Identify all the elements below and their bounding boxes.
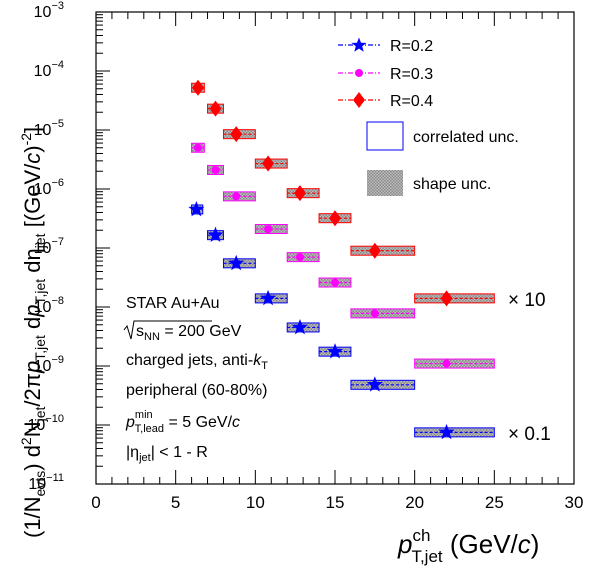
data-point-diamond	[191, 79, 204, 96]
legend-label-r03: R=0.3	[390, 66, 433, 83]
annotation-jets: charged jets, anti-kT	[126, 352, 268, 372]
data-point-diamond	[329, 210, 341, 227]
y-tick-exponent: −5	[51, 118, 64, 130]
data-point-circle	[264, 224, 273, 233]
data-point-star	[291, 318, 309, 335]
y-tick-exponent: −6	[51, 177, 64, 189]
y-tick-exponent: −9	[51, 354, 64, 366]
legend-label-r04: R=0.4	[390, 93, 433, 110]
data-point-star	[326, 343, 344, 359]
y-tick-exponent: −10	[45, 413, 64, 425]
data-point-star	[260, 289, 277, 306]
legend-label-shape: shape unc.	[413, 176, 491, 193]
scale-label-r04: × 10	[508, 290, 546, 311]
x-tick-label: 10	[246, 493, 265, 512]
data-point-diamond	[262, 155, 275, 172]
data-point-circle	[193, 143, 202, 152]
data-point-diamond	[368, 242, 381, 259]
annotation-block: STAR Au+Au sNN = 200 GeV charged jets, a…	[123, 295, 268, 464]
y-tick-exponent: −3	[51, 0, 64, 12]
shape-unc-box	[414, 293, 495, 303]
x-axis-title: pch T,jet (GeV/c)	[397, 526, 539, 566]
series-R=0.4	[191, 79, 495, 307]
y-tick-label: 10−4	[34, 59, 64, 80]
data-point-star	[366, 376, 383, 392]
legend-entry-correlated-unc: correlated unc.	[366, 121, 519, 151]
annotation-eta-cut: |ηjet| < 1 - R	[126, 444, 208, 464]
x-tick-label: 15	[326, 493, 345, 512]
axis-ticks	[95, 11, 575, 485]
data-point-star	[438, 423, 455, 440]
annotation-energy: sNN = 200 GeV	[123, 320, 242, 343]
data-point-star	[207, 226, 224, 243]
hatched-box-icon	[367, 170, 403, 196]
y-tick-label: 10−3	[34, 0, 64, 21]
svg-text:(1/Nevts) d2Njet/2πpT,jet dpT,: (1/Nevts) d2Njet/2πpT,jet dpT,jet dηjet …	[18, 127, 48, 538]
legend-entry-r03: R=0.3	[338, 66, 433, 83]
legend-label-r02: R=0.2	[390, 38, 433, 55]
circle-icon	[355, 69, 363, 77]
data-point-circle	[211, 165, 220, 174]
data-point-diamond	[293, 185, 306, 202]
legend-entry-r02: R=0.2	[338, 37, 433, 55]
data-point-diamond	[230, 126, 243, 143]
data-point-diamond	[440, 290, 453, 307]
annotation-experiment: STAR Au+Au	[126, 295, 220, 312]
scale-label-r02: × 0.1	[508, 424, 551, 445]
shape-unc-box	[414, 359, 495, 369]
x-tick-label: 25	[485, 493, 504, 512]
shape-unc-box	[414, 427, 495, 437]
y-tick-exponent: −4	[51, 59, 64, 71]
x-tick-label: 30	[565, 493, 584, 512]
data-point-circle	[232, 192, 241, 201]
star-icon	[351, 37, 367, 52]
x-tick-label: 20	[405, 493, 424, 512]
legend: R=0.2 R=0.3 R=0.4 correlated unc. shape …	[338, 37, 519, 196]
annotation-lead-cut: pmin T,lead = 5 GeV/c	[125, 409, 240, 435]
data-point-star	[228, 254, 245, 271]
svg-text:sNN = 200 GeV: sNN = 200 GeV	[136, 323, 242, 343]
y-tick-exponent: −7	[51, 236, 64, 248]
data-point-star	[188, 200, 205, 217]
legend-entry-shape-unc: shape unc.	[367, 170, 491, 196]
data-point-circle	[295, 253, 304, 262]
y-tick-exponent: −11	[46, 472, 64, 484]
legend-entry-r04: R=0.4	[338, 92, 433, 110]
annotation-centrality: peripheral (60-80%)	[126, 382, 267, 399]
legend-label-correlated: correlated unc.	[413, 129, 519, 146]
data-point-circle	[370, 309, 379, 318]
x-tick-label: 5	[171, 493, 180, 512]
data-point-circle	[331, 278, 339, 287]
x-tick-labels: 0 5 10 15 20 25 30	[91, 493, 583, 512]
diamond-icon	[353, 92, 365, 108]
y-tick-exponent: −8	[51, 295, 64, 307]
series-R=0.2	[188, 200, 495, 440]
series-R=0.3	[191, 142, 495, 369]
data-layer	[188, 79, 495, 440]
data-point-circle	[442, 359, 451, 368]
open-box-icon	[366, 121, 404, 151]
y-axis-title: (1/Nevts) d2Njet/2πpT,jet dpT,jet dηjet …	[18, 127, 48, 538]
data-point-diamond	[209, 100, 222, 117]
x-tick-label: 0	[91, 493, 100, 512]
